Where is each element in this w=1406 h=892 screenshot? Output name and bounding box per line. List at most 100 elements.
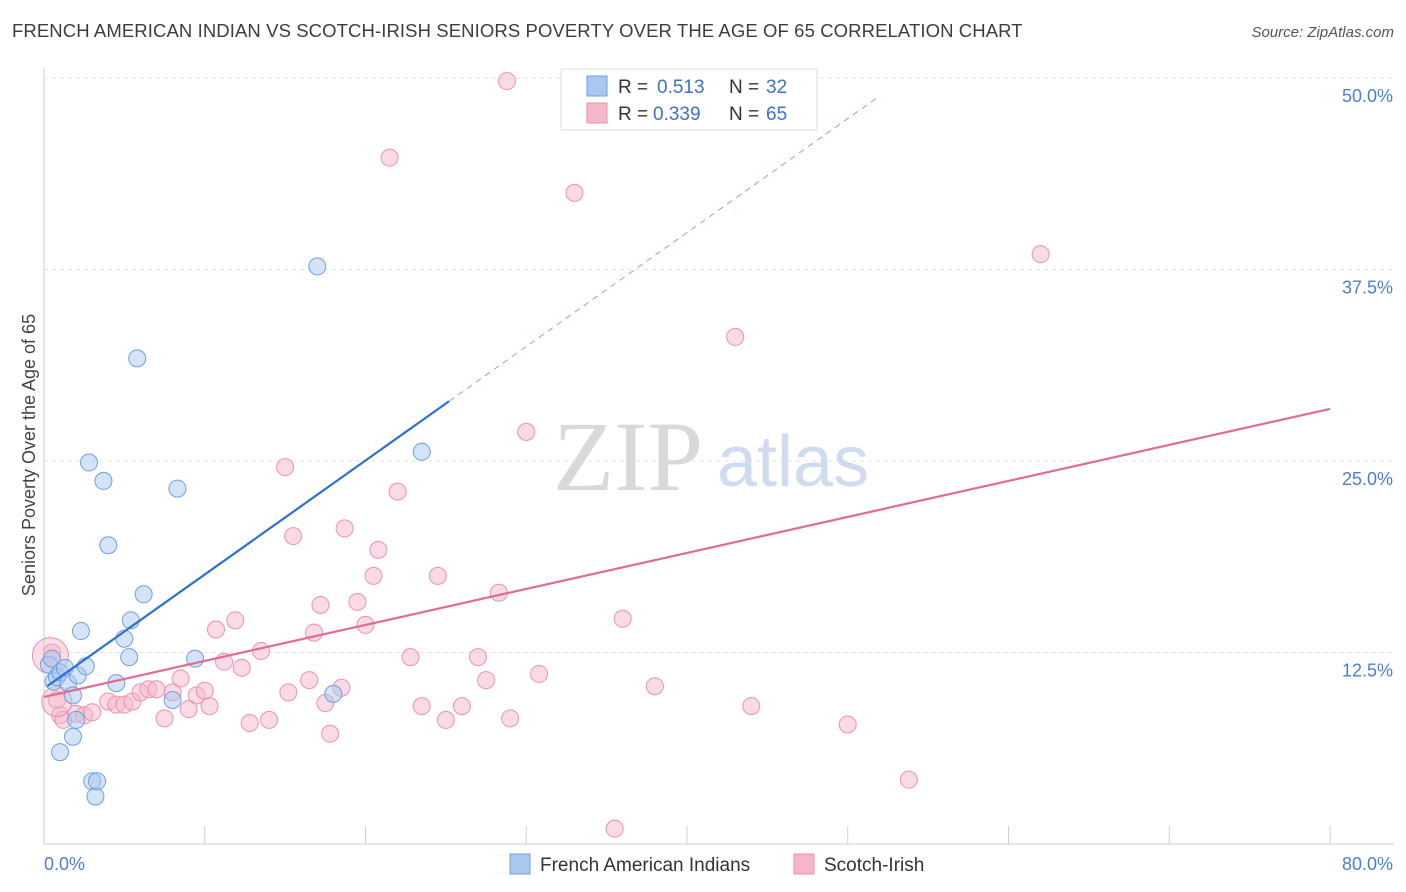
french-american-indians-point [168, 479, 187, 498]
legend-swatch-pink [586, 102, 608, 124]
y-tick-label: 50.0% [1342, 86, 1393, 106]
french-american-indians-point [63, 727, 82, 746]
french-american-indians-point [51, 743, 70, 762]
scotch-irish-point [436, 710, 455, 729]
scotch-irish-point [311, 596, 330, 615]
french-american-indians-point [99, 536, 118, 555]
x-tick-label-min: 0.0% [44, 854, 85, 874]
scotch-irish-point [155, 709, 174, 728]
scotch-irish-point [565, 183, 584, 202]
bottom-legend-label-blue: French American Indians [540, 855, 750, 876]
scotch-irish-point [83, 703, 102, 722]
french-american-indians-point [88, 772, 107, 791]
scotch-irish-point [335, 519, 354, 538]
scotch-irish-point [428, 566, 447, 585]
scotch-irish-point [369, 540, 388, 559]
french-american-indians-point [43, 649, 62, 668]
french-american-indians-point [120, 648, 139, 667]
scotch-irish-point [726, 327, 745, 346]
legend-n-value-pink: 65 [766, 104, 787, 125]
french-american-indians-point [94, 471, 113, 490]
legend-n-value-blue: 32 [766, 77, 787, 98]
trendlines [43, 95, 1331, 699]
french-american-indians-point [76, 657, 95, 676]
bottom-legend-swatch-blue [509, 853, 531, 875]
scotch-irish-point [401, 648, 420, 667]
scotch-irish-point [742, 697, 761, 716]
scotch-irish-point [364, 566, 383, 585]
french-american-indians-trendline-extension [448, 95, 881, 402]
scotch-irish-point [232, 658, 251, 677]
french-american-indians-points [39, 257, 431, 806]
scotch-irish-point [207, 620, 226, 639]
scotch-irish-point [605, 819, 624, 838]
scotch-irish-point [497, 72, 516, 91]
legend-n-label-blue: N = [729, 77, 759, 98]
scotch-irish-trendline [43, 407, 1331, 699]
legend-r-label-pink: R = [618, 104, 648, 125]
scotch-irish-point [147, 680, 166, 699]
french-american-indians-point [412, 442, 431, 461]
source-credit: Source: ZipAtlas.com [1251, 24, 1394, 41]
watermark-atlas: atlas [717, 422, 869, 502]
scotch-irish-point [252, 641, 271, 660]
scotch-irish-point [321, 724, 340, 743]
french-american-indians-point [324, 684, 343, 703]
legend-n-label-pink: N = [729, 104, 759, 125]
watermark: ZIP atlas [553, 401, 869, 512]
french-american-indians-point [134, 585, 153, 604]
legend-swatch-blue [586, 75, 608, 97]
scotch-irish-point [380, 148, 399, 167]
scotch-irish-point [200, 697, 219, 716]
scotch-irish-points [31, 72, 1050, 838]
scotch-irish-point [1031, 245, 1050, 264]
x-tick-label-max: 80.0% [1342, 854, 1393, 874]
french-american-indians-point [128, 349, 147, 368]
y-tick-label: 25.0% [1342, 469, 1393, 489]
y-tick-labels: 12.5% 25.0% 37.5% 50.0% [1342, 86, 1393, 681]
french-american-indians-point [80, 453, 99, 472]
scotch-irish-point [276, 458, 295, 477]
top-legend: R = 0.513 N = 32 R = 0.339 N = 65 [560, 68, 818, 131]
y-axis-title: Seniors Poverty Over the Age of 65 [19, 314, 39, 596]
scotch-irish-point [300, 671, 319, 690]
legend-r-value-pink: 0.339 [653, 104, 701, 125]
scotch-irish-point [501, 709, 520, 728]
scotch-irish-point [179, 700, 198, 719]
scotch-irish-point [171, 669, 190, 688]
bottom-legend-label-pink: Scotch-Irish [824, 855, 924, 876]
scotch-irish-point [240, 713, 259, 732]
french-american-indians-trendline [46, 400, 450, 688]
x-ticks [204, 826, 1331, 844]
bottom-legend-swatch-pink [793, 853, 815, 875]
scotch-irish-point [530, 664, 549, 683]
french-american-indians-point [163, 690, 182, 709]
french-american-indians-point [67, 710, 86, 729]
scotch-irish-point [517, 422, 536, 441]
scotch-irish-point [613, 609, 632, 628]
french-american-indians-point [308, 257, 327, 276]
legend-r-label-blue: R = [618, 77, 648, 98]
bottom-legend: French American Indians Scotch-Irish [509, 853, 924, 876]
y-tick-label: 37.5% [1342, 278, 1393, 298]
scotch-irish-point [226, 611, 245, 630]
y-tick-label: 12.5% [1342, 661, 1393, 681]
scotch-irish-point [388, 482, 407, 501]
watermark-zip: ZIP [553, 401, 703, 512]
french-american-indians-point [71, 622, 90, 641]
chart-title: FRENCH AMERICAN INDIAN VS SCOTCH-IRISH S… [12, 20, 1023, 41]
scotch-irish-point [838, 715, 857, 734]
scotch-irish-point [195, 681, 214, 700]
scotch-irish-point [899, 770, 918, 789]
gridlines [44, 77, 1394, 653]
scotch-irish-point [452, 697, 471, 716]
legend-r-value-blue: 0.513 [657, 77, 705, 98]
scotch-irish-point [469, 648, 488, 667]
scotch-irish-point [260, 710, 279, 729]
scotch-irish-point [348, 592, 367, 611]
scotch-irish-point [645, 677, 664, 696]
scotch-irish-point [284, 527, 303, 546]
scotch-irish-point [477, 671, 496, 690]
scotch-irish-point [279, 683, 298, 702]
